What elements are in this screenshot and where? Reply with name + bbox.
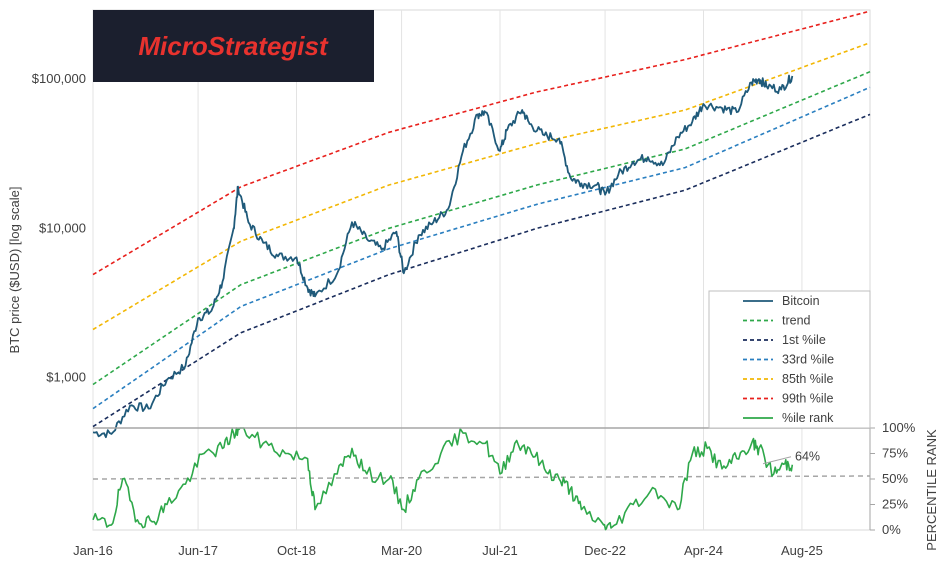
gridlines [92, 9, 871, 531]
annotation-label: 64% [795, 450, 820, 464]
rank-tick-label: 25% [882, 497, 908, 512]
legend: Bitcoin trend 1st %ile 33rd %ile 85th %ile 99… [708, 290, 871, 429]
x-tick-label: Jul-21 [482, 543, 517, 558]
legend-box [708, 290, 871, 429]
percentile-rank-series [92, 427, 794, 531]
legend-label: 85th %ile [782, 372, 833, 386]
y-tick-label: $1,000 [46, 370, 86, 385]
annotation-leader [762, 456, 792, 465]
band-85th-ile [92, 42, 871, 331]
rank-axis-title: PERCENTILE RANK [924, 429, 939, 551]
x-tick-label: Apr-24 [684, 543, 723, 558]
rank-reference-line [92, 475, 871, 480]
x-tick-label: Mar-20 [381, 543, 422, 558]
percentile-bands [92, 10, 871, 428]
plot-frame [92, 9, 871, 531]
rank-tick-label: 75% [882, 446, 908, 461]
band-trend [92, 70, 871, 386]
legend-label: 33rd %ile [782, 353, 834, 367]
rank-tick-label: 0% [882, 522, 901, 537]
band-33rd-ile [92, 86, 871, 410]
percentile-rank-line [92, 427, 794, 531]
brand-logo-text: MicroStrategist [138, 31, 329, 61]
y-tick-label: $100,000 [32, 71, 86, 86]
x-tick-label: Dec-22 [584, 543, 626, 558]
band-1st-ile [92, 113, 871, 428]
x-tick-label: Aug-25 [781, 543, 823, 558]
y-tick-label: $10,000 [39, 220, 86, 235]
legend-label: %ile rank [782, 411, 834, 425]
rank-reference-line [92, 475, 871, 480]
brand-logo-background [93, 10, 374, 82]
y-axis-title: BTC price ($USD) [log scale] [7, 187, 22, 354]
band-99th-ile [92, 10, 871, 276]
legend-label: trend [782, 314, 811, 328]
brand-logo: MicroStrategist [93, 10, 374, 82]
bitcoin-line [92, 74, 794, 439]
x-tick-label: Oct-18 [277, 543, 316, 558]
x-tick-label: Jan-16 [73, 543, 113, 558]
rank-tick-label: 50% [882, 471, 908, 486]
bitcoin-series [92, 74, 794, 439]
rank-annotation: 64% [762, 450, 820, 465]
legend-label: 1st %ile [782, 333, 826, 347]
x-tick-label: Jun-17 [178, 543, 218, 558]
rank-tick-label: 100% [882, 420, 916, 435]
legend-label: 99th %ile [782, 392, 833, 406]
legend-label: Bitcoin [782, 294, 820, 308]
axes: Jan-16 Jun-17 Oct-18 Mar-20 Jul-21 Dec-22 Apr-… [32, 71, 916, 558]
